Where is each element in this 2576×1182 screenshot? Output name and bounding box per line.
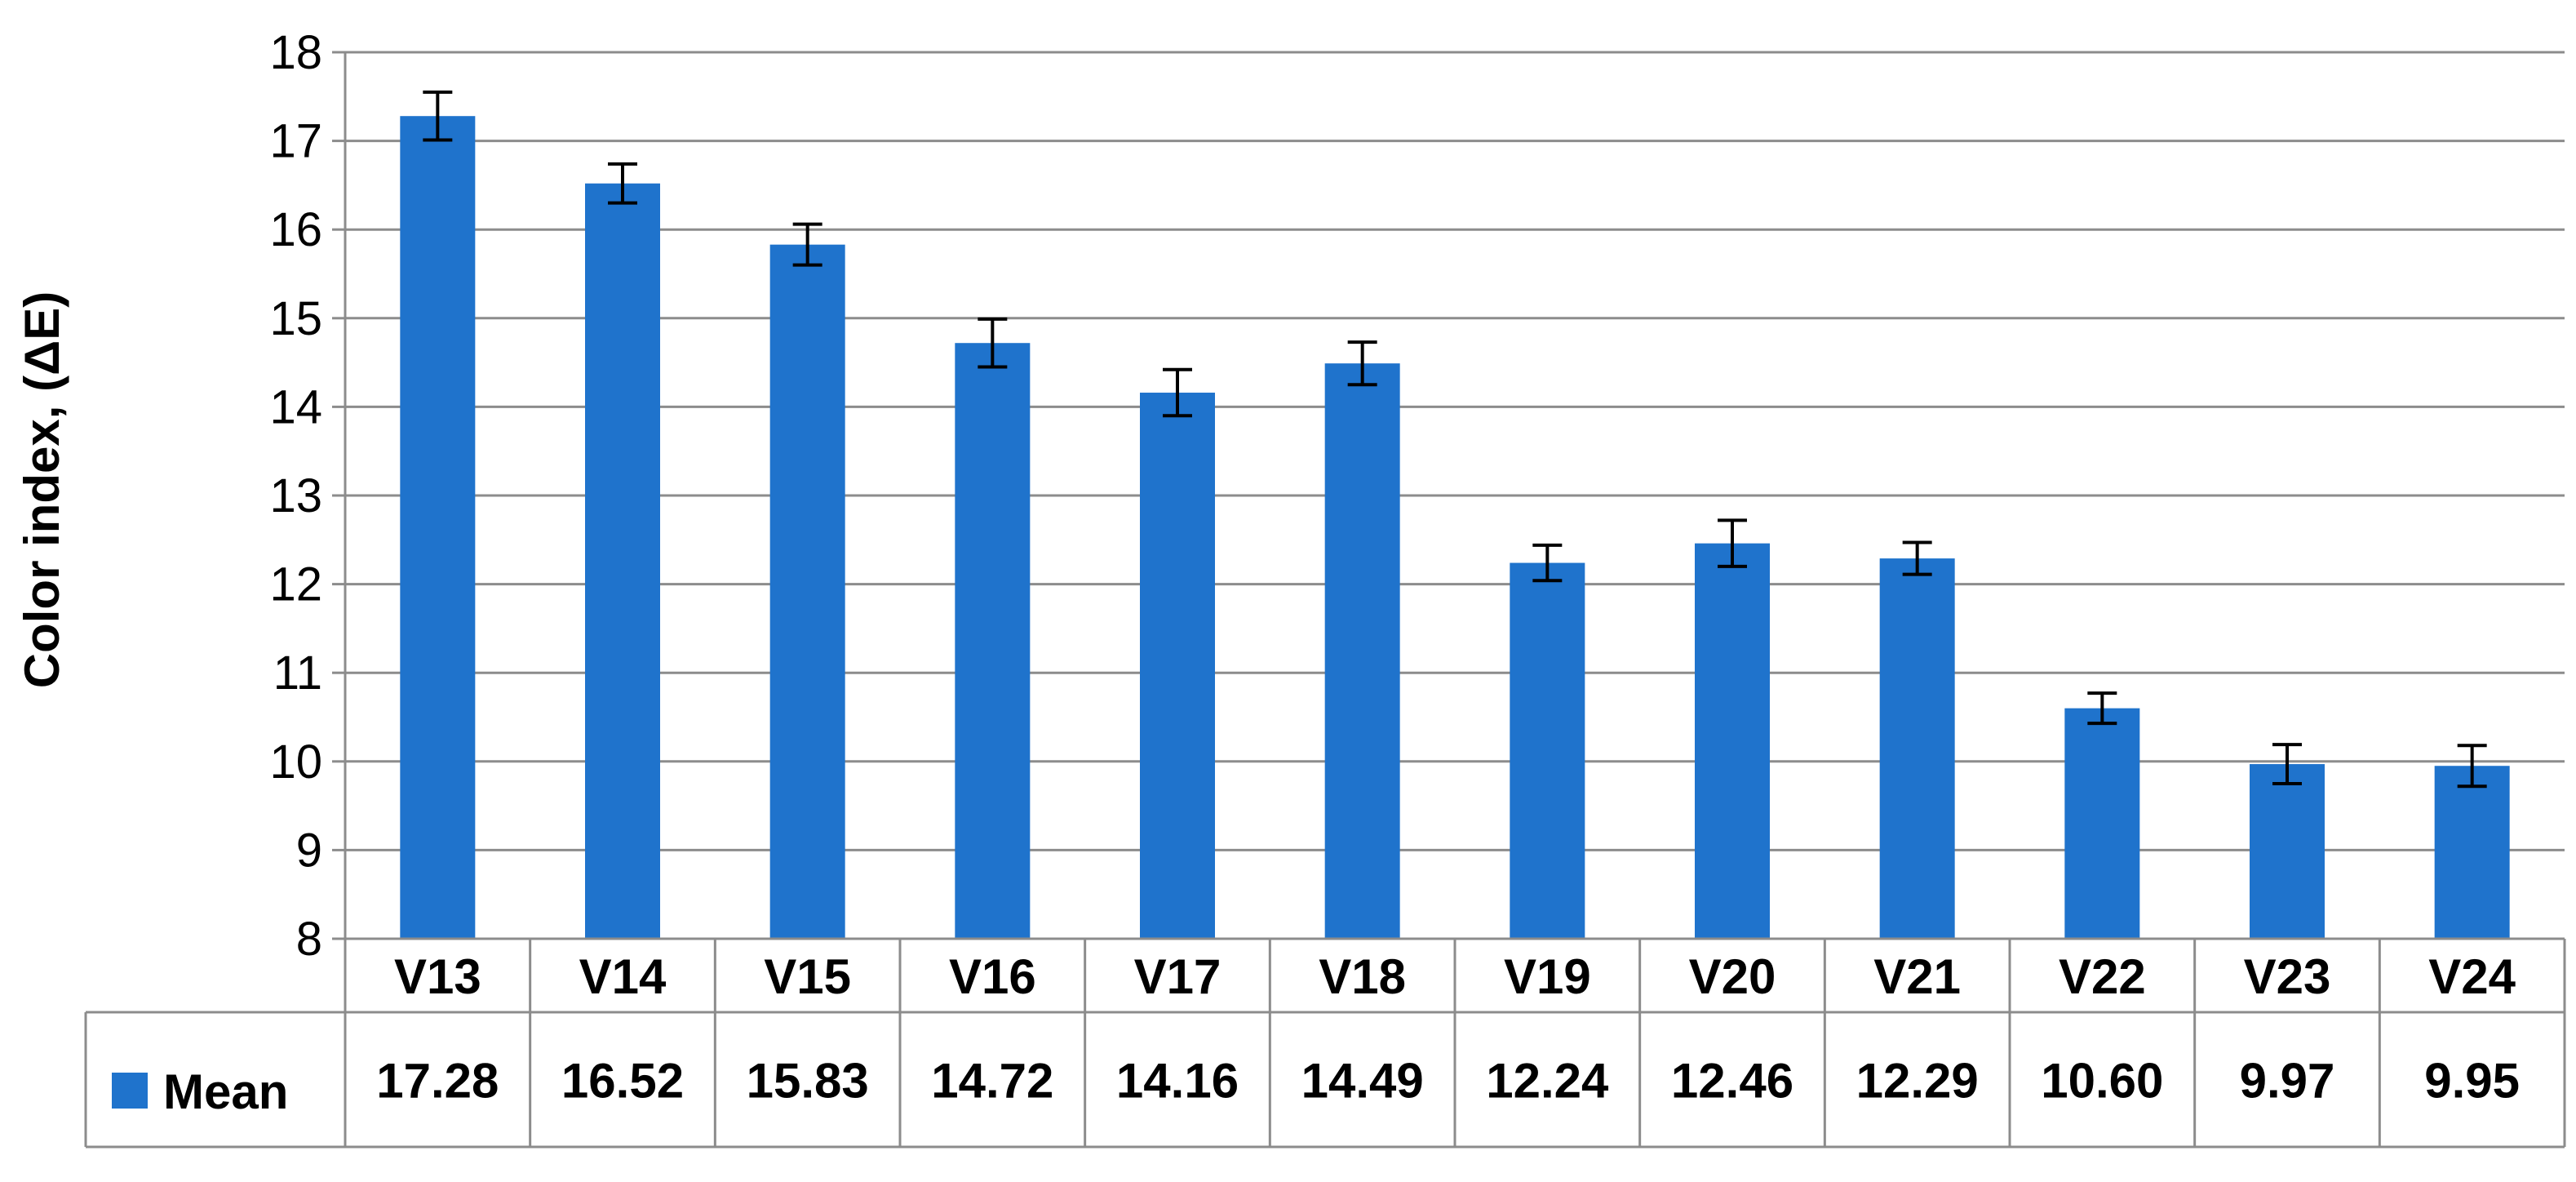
y-tick-label: 10	[269, 735, 322, 789]
value-label-v18: 14.49	[1301, 1054, 1424, 1109]
legend: Mean	[112, 1064, 288, 1119]
value-label-v24: 9.95	[2424, 1054, 2520, 1109]
error-bar-v20	[1718, 518, 1747, 568]
y-tick-label: 16	[269, 203, 322, 256]
gridlines	[345, 51, 2565, 940]
bar-v17	[1140, 393, 1215, 939]
category-label-v17: V17	[1134, 949, 1221, 1004]
error-bar-v13	[423, 90, 453, 142]
category-label-v15: V15	[764, 949, 851, 1004]
error-bar-v16	[978, 317, 1008, 369]
y-tick-label: 15	[269, 292, 322, 345]
category-label-v24: V24	[2428, 949, 2516, 1004]
error-bar-v23	[2272, 743, 2302, 785]
legend-key-mean	[112, 1073, 148, 1109]
y-tick-label: 17	[269, 115, 322, 168]
error-bar-v24	[2457, 744, 2487, 789]
category-label-v22: V22	[2059, 949, 2146, 1004]
y-axis-ticks: 8 9 10 11 12 13 14 15 16 17 18	[269, 26, 347, 966]
y-tick-label: 11	[273, 647, 322, 700]
y-tick-label: 9	[296, 824, 322, 877]
bar-v24	[2434, 766, 2510, 939]
category-label-v13: V13	[394, 949, 481, 1004]
category-label-v20: V20	[1689, 949, 1776, 1004]
value-label-v13: 17.28	[376, 1054, 499, 1109]
y-tick-label: 12	[269, 558, 322, 611]
y-tick-label: 14	[269, 380, 322, 433]
value-label-v23: 9.97	[2240, 1054, 2335, 1109]
bar-v20	[1695, 543, 1770, 939]
error-bar-v15	[792, 222, 822, 267]
value-label-v22: 10.60	[2041, 1054, 2163, 1109]
error-bars	[423, 90, 2487, 789]
category-label-v18: V18	[1319, 949, 1406, 1004]
bar-v15	[769, 244, 845, 939]
y-axis-title: Color index, (ΔE)	[15, 291, 69, 688]
y-tick-label: 18	[269, 26, 322, 79]
y-tick-label: 8	[296, 913, 322, 966]
error-bar-v17	[1163, 367, 1192, 418]
error-bar-v18	[1347, 340, 1377, 387]
bar-v22	[2064, 708, 2140, 939]
error-bar-v21	[1902, 540, 1932, 576]
error-bar-v22	[2087, 691, 2117, 726]
bar-v16	[955, 343, 1031, 939]
value-labels: 17.28 16.52 15.83 14.72 14.16 14.49 12.24 12.46…	[376, 1054, 2520, 1109]
y-tick-label: 13	[269, 469, 322, 522]
category-label-v16: V16	[949, 949, 1036, 1004]
bar-v14	[585, 183, 660, 939]
category-label-v23: V23	[2244, 949, 2331, 1004]
bar-v23	[2250, 764, 2325, 939]
value-label-v16: 14.72	[931, 1054, 1053, 1109]
value-label-v20: 12.46	[1671, 1054, 1793, 1109]
value-label-v17: 14.16	[1116, 1054, 1239, 1109]
bar-v19	[1510, 562, 1585, 939]
bar-v18	[1324, 363, 1400, 939]
bar-v21	[1879, 558, 1955, 939]
error-bar-v19	[1532, 543, 1563, 583]
error-bar-v14	[608, 162, 637, 205]
bar-v13	[400, 116, 476, 939]
category-label-v21: V21	[1873, 949, 1961, 1004]
category-labels: V13 V14 V15 V16 V17 V18 V19 V20 V21 V22 V23 V24	[394, 949, 2516, 1004]
value-label-v14: 16.52	[561, 1054, 684, 1109]
legend-label-mean: Mean	[163, 1064, 288, 1119]
value-label-v15: 15.83	[747, 1054, 869, 1109]
data-table	[84, 937, 2566, 1149]
value-label-v21: 12.29	[1856, 1054, 1979, 1109]
category-label-v14: V14	[579, 949, 667, 1004]
value-label-v19: 12.24	[1486, 1054, 1609, 1109]
bars	[400, 116, 2510, 939]
category-label-v19: V19	[1504, 949, 1591, 1004]
